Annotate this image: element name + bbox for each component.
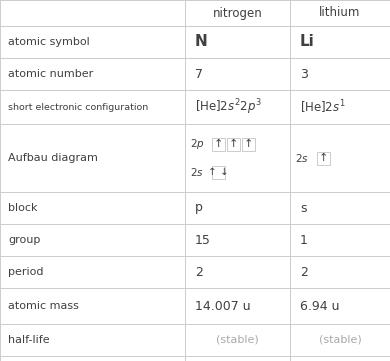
Text: ↑: ↑ bbox=[244, 139, 253, 149]
Text: 2: 2 bbox=[300, 265, 308, 278]
Text: N: N bbox=[195, 35, 208, 49]
Bar bbox=[212, 165, 225, 178]
Text: 6.94 u: 6.94 u bbox=[300, 300, 340, 313]
Text: 15: 15 bbox=[195, 234, 211, 247]
Text: atomic mass: atomic mass bbox=[8, 301, 79, 311]
Text: 1: 1 bbox=[300, 234, 308, 247]
Text: s: s bbox=[300, 201, 307, 214]
Text: $\mathregular{[He]2}s^1$: $\mathregular{[He]2}s^1$ bbox=[300, 98, 346, 116]
Bar bbox=[227, 138, 240, 151]
Text: 2: 2 bbox=[195, 265, 203, 278]
Text: lithium: lithium bbox=[319, 6, 361, 19]
Text: nitrogen: nitrogen bbox=[213, 6, 262, 19]
Text: p: p bbox=[195, 201, 203, 214]
Text: 14.007 u: 14.007 u bbox=[195, 300, 251, 313]
Bar bbox=[212, 138, 225, 151]
Text: $2s$: $2s$ bbox=[190, 166, 204, 178]
Text: short electronic configuration: short electronic configuration bbox=[8, 103, 148, 112]
Text: Li: Li bbox=[300, 35, 315, 49]
Text: atomic number: atomic number bbox=[8, 69, 93, 79]
Text: 7: 7 bbox=[195, 68, 203, 81]
Text: (stable): (stable) bbox=[216, 335, 259, 345]
Bar bbox=[317, 152, 330, 165]
Text: ↑: ↑ bbox=[229, 139, 238, 149]
Bar bbox=[242, 138, 255, 151]
Text: (stable): (stable) bbox=[319, 335, 362, 345]
Text: block: block bbox=[8, 203, 37, 213]
Text: ↓: ↓ bbox=[220, 167, 229, 177]
Text: atomic symbol: atomic symbol bbox=[8, 37, 90, 47]
Text: ↑: ↑ bbox=[319, 153, 328, 163]
Text: $\mathregular{[He]2}s^2\mathregular{2}p^3$: $\mathregular{[He]2}s^2\mathregular{2}p^… bbox=[195, 97, 262, 117]
Text: period: period bbox=[8, 267, 44, 277]
Text: $2p$: $2p$ bbox=[190, 137, 205, 151]
Text: 3: 3 bbox=[300, 68, 308, 81]
Text: Aufbau diagram: Aufbau diagram bbox=[8, 153, 98, 163]
Text: ↑: ↑ bbox=[208, 167, 217, 177]
Text: $2s$: $2s$ bbox=[295, 152, 309, 164]
Text: ↑: ↑ bbox=[214, 139, 223, 149]
Text: group: group bbox=[8, 235, 41, 245]
Text: half-life: half-life bbox=[8, 335, 50, 345]
